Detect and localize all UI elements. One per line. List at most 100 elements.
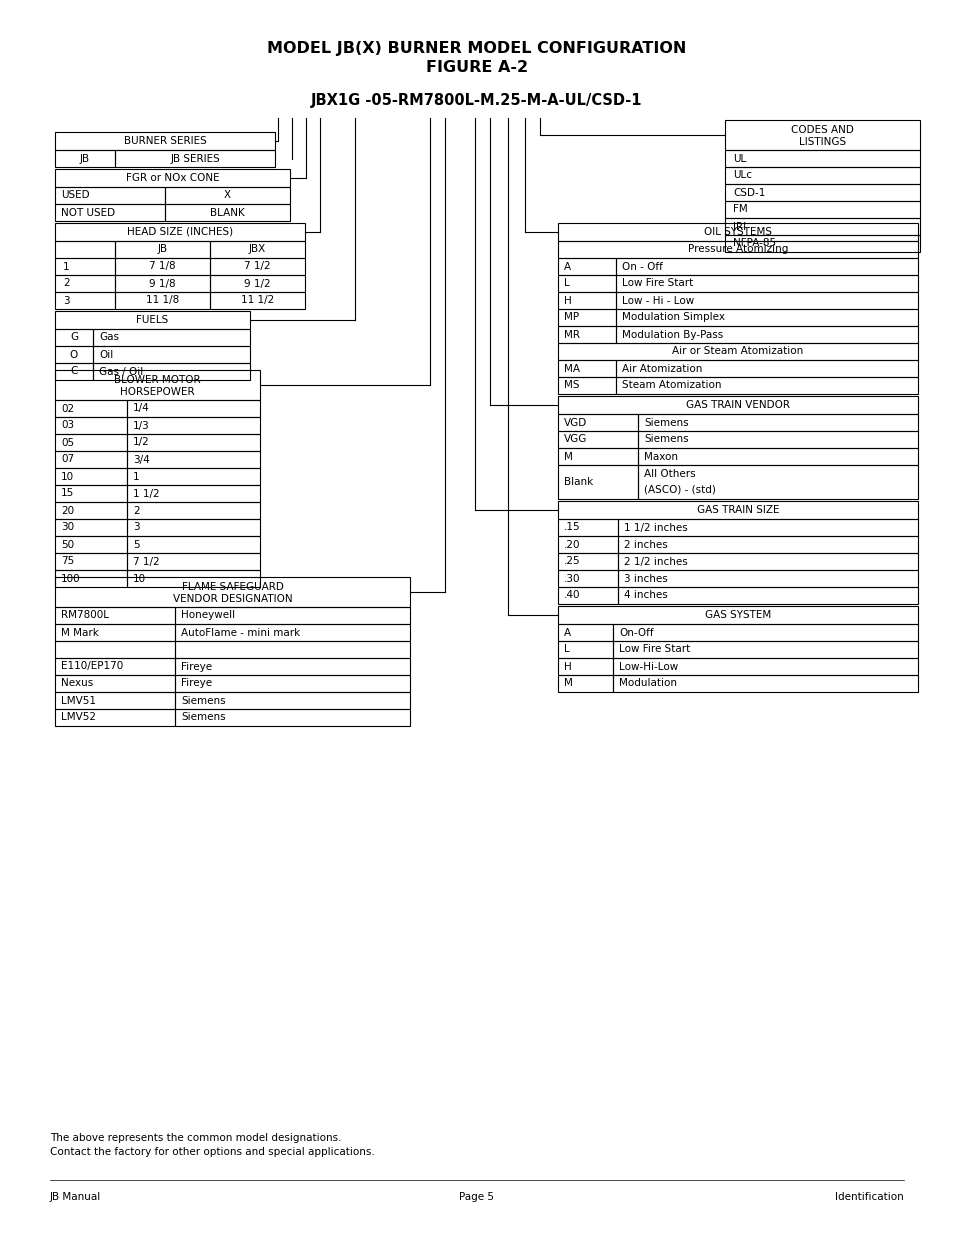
Text: 2: 2 [132, 505, 139, 515]
Text: On - Off: On - Off [621, 262, 662, 272]
Text: A: A [563, 627, 571, 637]
Bar [613, 624, 917, 641]
Text: O: O [70, 350, 78, 359]
Bar [724, 201, 919, 219]
Text: On-Off: On-Off [618, 627, 653, 637]
Bar [558, 658, 613, 676]
Text: Contact the factory for other options and special applications.: Contact the factory for other options an… [50, 1147, 375, 1157]
Bar [55, 329, 92, 346]
Bar [210, 275, 305, 291]
Text: USED: USED [61, 190, 90, 200]
Bar [616, 326, 917, 343]
Text: 3: 3 [132, 522, 139, 532]
Bar [174, 692, 410, 709]
Text: 4 inches: 4 inches [623, 590, 667, 600]
Text: 1: 1 [63, 262, 70, 272]
Bar [558, 448, 638, 466]
Bar [724, 149, 919, 167]
Bar [558, 553, 618, 571]
Text: Modulation: Modulation [618, 678, 677, 688]
Text: BLOWER MOTOR: BLOWER MOTOR [114, 375, 200, 385]
Text: JB Manual: JB Manual [50, 1192, 101, 1202]
Bar [55, 149, 115, 167]
Bar [616, 291, 917, 309]
Text: 15: 15 [61, 489, 74, 499]
Bar [638, 431, 917, 448]
Text: 50: 50 [61, 540, 74, 550]
Bar [115, 258, 210, 275]
Text: 75: 75 [61, 557, 74, 567]
Text: Siemens: Siemens [181, 713, 226, 722]
Text: HORSEPOWER: HORSEPOWER [120, 387, 194, 396]
Text: NFPA-85: NFPA-85 [732, 238, 776, 248]
Bar [115, 241, 210, 258]
Bar [558, 587, 618, 604]
Bar [618, 553, 917, 571]
Bar [558, 466, 638, 499]
Text: G: G [70, 332, 78, 342]
Text: IRI: IRI [732, 221, 745, 231]
Text: 03: 03 [61, 420, 74, 431]
Bar [618, 571, 917, 587]
Text: C: C [71, 367, 77, 377]
Text: 5: 5 [132, 540, 139, 550]
Text: FUELS: FUELS [136, 315, 169, 325]
Text: Air or Steam Atomization: Air or Steam Atomization [672, 347, 802, 357]
Text: .20: .20 [563, 540, 579, 550]
Text: FLAME SAFEGUARD: FLAME SAFEGUARD [181, 582, 283, 592]
Bar [55, 536, 127, 553]
Text: MR: MR [563, 330, 579, 340]
Bar [55, 186, 165, 204]
Bar [92, 346, 250, 363]
Bar [174, 606, 410, 624]
Text: M: M [563, 678, 572, 688]
Text: All Others: All Others [643, 469, 695, 479]
Bar [127, 485, 260, 501]
Text: X: X [224, 190, 231, 200]
Text: 3: 3 [63, 295, 70, 305]
Text: Maxon: Maxon [643, 452, 678, 462]
Bar [558, 343, 917, 359]
Bar [724, 167, 919, 184]
Bar [127, 417, 260, 433]
Text: JB: JB [80, 153, 90, 163]
Text: Nexus: Nexus [61, 678, 93, 688]
Bar [724, 235, 919, 252]
Bar [55, 577, 410, 606]
Text: Fireye: Fireye [181, 662, 212, 672]
Text: Low - Hi - Low: Low - Hi - Low [621, 295, 694, 305]
Text: VENDOR DESIGNATION: VENDOR DESIGNATION [172, 594, 292, 604]
Text: FGR or NOx CONE: FGR or NOx CONE [126, 173, 219, 183]
Text: 2 inches: 2 inches [623, 540, 667, 550]
Text: A: A [563, 262, 571, 272]
Bar [616, 275, 917, 291]
Bar [127, 553, 260, 571]
Text: JBX1G -05-RM7800L-M.25-M-A-UL/CSD-1: JBX1G -05-RM7800L-M.25-M-A-UL/CSD-1 [311, 93, 642, 107]
Bar [613, 676, 917, 692]
Text: L: L [563, 645, 569, 655]
Text: 9 1/2: 9 1/2 [244, 279, 271, 289]
Text: MODEL JB(X) BURNER MODEL CONFIGURATION: MODEL JB(X) BURNER MODEL CONFIGURATION [267, 41, 686, 56]
Text: Low Fire Start: Low Fire Start [618, 645, 690, 655]
Bar [558, 676, 613, 692]
Bar [558, 606, 917, 624]
Text: CSD-1: CSD-1 [732, 188, 764, 198]
Text: M: M [563, 452, 572, 462]
Text: 02: 02 [61, 404, 74, 414]
Bar [165, 186, 290, 204]
Text: 11 1/8: 11 1/8 [146, 295, 179, 305]
Bar [558, 396, 917, 414]
Text: GAS TRAIN SIZE: GAS TRAIN SIZE [696, 505, 779, 515]
Text: GAS TRAIN VENDOR: GAS TRAIN VENDOR [685, 400, 789, 410]
Text: .30: .30 [563, 573, 579, 583]
Text: Gas / Oil: Gas / Oil [99, 367, 143, 377]
Text: HEAD SIZE (INCHES): HEAD SIZE (INCHES) [127, 227, 233, 237]
Text: AutoFlame - mini mark: AutoFlame - mini mark [181, 627, 300, 637]
Bar [638, 414, 917, 431]
Bar [558, 414, 638, 431]
Bar [210, 258, 305, 275]
Text: 05: 05 [61, 437, 74, 447]
Text: 2: 2 [63, 279, 70, 289]
Text: Low Fire Start: Low Fire Start [621, 279, 693, 289]
Text: UL: UL [732, 153, 745, 163]
